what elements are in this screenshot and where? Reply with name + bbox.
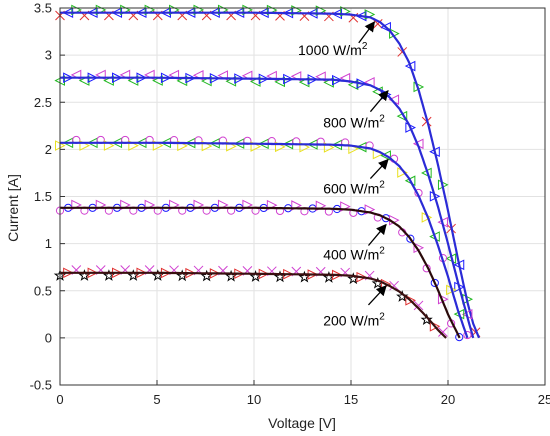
y-tick-label: 1.5 bbox=[34, 189, 52, 204]
y-tick-label: 0.5 bbox=[34, 283, 52, 298]
annotation-arrow bbox=[367, 285, 387, 306]
series-0 bbox=[55, 4, 481, 339]
data-point bbox=[429, 320, 441, 332]
data-point bbox=[380, 21, 391, 33]
irradiance-label-superscript: 2 bbox=[379, 180, 385, 191]
annotation-arrow bbox=[369, 89, 389, 113]
irradiance-label-superscript: 2 bbox=[379, 114, 385, 125]
series-2 bbox=[55, 135, 472, 340]
irradiance-label: 800 W/m2 bbox=[323, 114, 385, 131]
irradiance-label-superscript: 2 bbox=[379, 246, 385, 257]
irradiance-label: 400 W/m2 bbox=[323, 246, 385, 263]
irradiance-label-text: 400 W/m bbox=[323, 247, 379, 263]
axes bbox=[59, 7, 546, 386]
x-tick-label: 0 bbox=[56, 392, 63, 407]
series-1 bbox=[54, 69, 475, 339]
x-tick-label: 15 bbox=[344, 392, 358, 407]
y-tick-label: 2 bbox=[45, 142, 52, 157]
x-axis-label: Voltage [V] bbox=[268, 415, 336, 431]
y-tick-label: 3.5 bbox=[34, 1, 52, 16]
model-line bbox=[60, 141, 469, 339]
data-point bbox=[430, 278, 439, 288]
y-tick-label: 3 bbox=[45, 48, 52, 63]
y-tick-label: 1 bbox=[45, 236, 52, 251]
data-point bbox=[406, 234, 415, 243]
model-line bbox=[60, 11, 481, 339]
axes-frame bbox=[59, 7, 546, 386]
y-axis-label: Current [A] bbox=[5, 174, 21, 242]
x-tick-label: 10 bbox=[247, 392, 261, 407]
series-4 bbox=[53, 265, 448, 339]
y-tick-label: 2.5 bbox=[34, 95, 52, 110]
tick-labels: 0 5 10 15 20 25 -0.5 0 0.5 1 1.5 2 2.5 3 3.5 bbox=[30, 1, 550, 408]
series-3 bbox=[55, 199, 464, 342]
annotation-arrow bbox=[367, 223, 387, 246]
data-point bbox=[413, 300, 424, 311]
data-point bbox=[438, 327, 448, 337]
irradiance-label-superscript: 2 bbox=[362, 41, 368, 52]
irradiance-label-superscript: 2 bbox=[379, 312, 385, 323]
x-tick-label: 25 bbox=[538, 392, 550, 407]
x-tick-label: 20 bbox=[441, 392, 455, 407]
irradiance-label-text: 800 W/m bbox=[323, 115, 379, 131]
y-tick-label: -0.5 bbox=[30, 378, 52, 393]
annotation-arrow bbox=[358, 21, 376, 44]
data-point bbox=[420, 313, 433, 326]
x-tick-label: 5 bbox=[153, 392, 160, 407]
model-line bbox=[60, 76, 475, 339]
y-tick-label: 0 bbox=[45, 330, 52, 345]
data-point bbox=[463, 330, 472, 340]
irradiance-label: 1000 W/m2 bbox=[298, 41, 368, 58]
series-layer bbox=[53, 4, 481, 342]
data-point bbox=[389, 280, 399, 291]
irradiance-label: 600 W/m2 bbox=[323, 180, 385, 197]
irradiance-label-text: 1000 W/m bbox=[298, 42, 362, 58]
irradiance-label-text: 600 W/m bbox=[323, 181, 379, 197]
annotation-arrow bbox=[369, 158, 389, 180]
data-point bbox=[405, 295, 416, 306]
irradiance-label: 200 W/m2 bbox=[323, 312, 385, 329]
model-line bbox=[60, 206, 461, 339]
irradiance-label-text: 200 W/m bbox=[323, 313, 379, 329]
model-line bbox=[60, 271, 447, 339]
data-point bbox=[396, 290, 409, 302]
data-point bbox=[380, 150, 391, 161]
data-point bbox=[455, 332, 464, 342]
